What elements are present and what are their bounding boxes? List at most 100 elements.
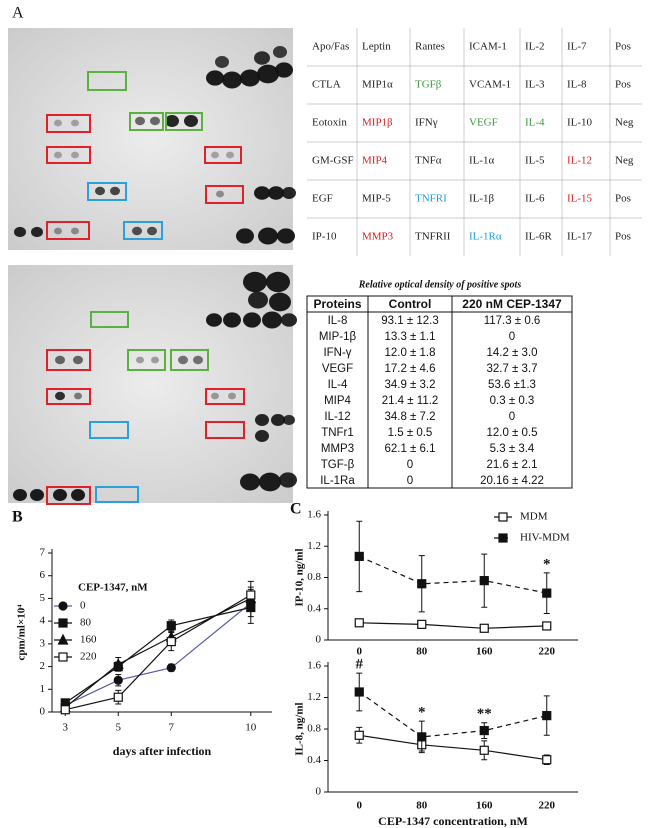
marker — [417, 619, 427, 629]
table-cell: IL-1β — [469, 193, 495, 205]
y-tick-label: 0.8 — [307, 723, 321, 735]
blot-spot — [222, 71, 242, 89]
blot-spot — [266, 271, 290, 293]
marker — [166, 636, 176, 647]
y-tick-label: 0.4 — [307, 602, 321, 614]
y-tick-label: 1.6 — [307, 509, 321, 521]
blot-spot — [54, 227, 62, 235]
table-cell: IL-7 — [567, 41, 587, 53]
highlight-box — [127, 349, 166, 371]
table-cell: Pos — [615, 193, 631, 205]
blot-spot — [13, 489, 27, 501]
table-cell: CTLA — [312, 79, 341, 91]
blot-spot — [150, 116, 160, 126]
blot-spot — [248, 291, 268, 309]
y-tick-label: 4 — [40, 615, 46, 627]
highlight-box — [129, 112, 164, 131]
table-cell: MIP-5 — [362, 193, 391, 205]
highlight-box — [205, 421, 245, 439]
highlight-box — [205, 388, 245, 405]
y-axis-label: cpm/ml×10⁴ — [16, 604, 28, 661]
marker — [354, 551, 364, 562]
marker — [542, 621, 552, 631]
table-cell: MMP3 — [362, 231, 394, 243]
blot-spot — [211, 151, 219, 159]
series-line — [65, 602, 252, 706]
blot-spot — [132, 226, 142, 236]
blot-spot — [240, 473, 260, 491]
table-cell: IL-1Ra — [320, 475, 355, 487]
highlight-box — [165, 112, 203, 131]
table-cell: GM-GSF — [312, 155, 354, 167]
x-tick-label: 10 — [245, 722, 257, 734]
highlight-box — [46, 146, 91, 164]
blot-spot — [269, 292, 291, 312]
blot-spot — [95, 186, 105, 196]
marker — [417, 579, 427, 589]
table-cell: 13.3 ± 1.1 — [384, 331, 435, 343]
blot-spot — [71, 151, 79, 159]
legend-label: 160 — [80, 634, 97, 646]
table-cell: 34.8 ± 7.2 — [384, 411, 435, 423]
table-cell: TNFRI — [415, 193, 447, 205]
table-cell: IL-3 — [525, 79, 545, 91]
table-cell: VCAM-1 — [469, 79, 511, 91]
table-cell: MIP4 — [324, 395, 351, 407]
highlight-box — [46, 221, 90, 240]
table-cell: IFNγ — [415, 117, 438, 129]
x-tick-label: 80 — [416, 646, 428, 658]
blot-spot — [240, 69, 260, 87]
legend-title: CEP-1347, nM — [78, 582, 148, 594]
series-line — [358, 691, 547, 738]
legend-marker — [58, 618, 68, 628]
table-header: Control — [389, 297, 432, 311]
panel-label: A — [12, 5, 24, 22]
table-cell: IP-10 — [312, 231, 337, 243]
table-cell: IL-5 — [525, 155, 545, 167]
blot-spot — [216, 190, 224, 198]
blot-spot — [165, 115, 179, 127]
table-cell: 53.6 ±1.3 — [488, 379, 536, 391]
x-tick-label: 7 — [169, 722, 175, 734]
marker — [542, 588, 552, 598]
table-cell: 17.2 ± 4.6 — [384, 363, 435, 375]
y-tick-label: 1.2 — [307, 540, 321, 552]
marker — [60, 705, 70, 715]
table-cell: IL-6R — [525, 231, 553, 243]
legend-label: 0 — [80, 600, 86, 612]
y-tick-label: 1.2 — [307, 691, 321, 703]
blot-spot — [74, 392, 82, 400]
marker — [542, 755, 552, 765]
annotation: * — [418, 705, 426, 721]
table-cell: IL-6 — [525, 193, 545, 205]
table-cell: MIP-1β — [319, 331, 357, 343]
y-tick-label: 1.6 — [307, 660, 321, 672]
highlight-box — [205, 185, 244, 204]
table-cell: IL-12 — [567, 155, 592, 167]
highlight-box — [90, 311, 129, 328]
highlight-box — [95, 486, 139, 503]
table-cell: 12.0 ± 1.8 — [384, 347, 435, 359]
table-cell: TNFα — [415, 155, 442, 167]
table-header: Proteins — [313, 297, 361, 311]
table-cell: 0 — [407, 459, 413, 471]
y-tick-label: 3 — [40, 637, 46, 649]
table-cell: IL-2 — [525, 41, 545, 53]
panel-label: B — [12, 509, 23, 526]
legend-marker — [58, 652, 68, 662]
table-cell: Pos — [615, 231, 631, 243]
legend-label: 80 — [80, 617, 92, 629]
blot-spot — [228, 392, 236, 400]
marker — [354, 687, 364, 697]
legend-label: 220 — [80, 651, 97, 663]
annotation: ** — [477, 706, 492, 722]
table-cell: 93.1 ± 12.3 — [381, 315, 438, 327]
table-cell: MIP1β — [362, 117, 393, 129]
table-cell: Leptin — [362, 41, 391, 53]
table-cell: 21.4 ± 11.2 — [382, 395, 439, 407]
table-cell: 32.7 ± 3.7 — [486, 363, 537, 375]
blot-spot — [243, 312, 261, 328]
y-tick-label: 2 — [40, 660, 46, 672]
blot-spot — [110, 186, 120, 196]
